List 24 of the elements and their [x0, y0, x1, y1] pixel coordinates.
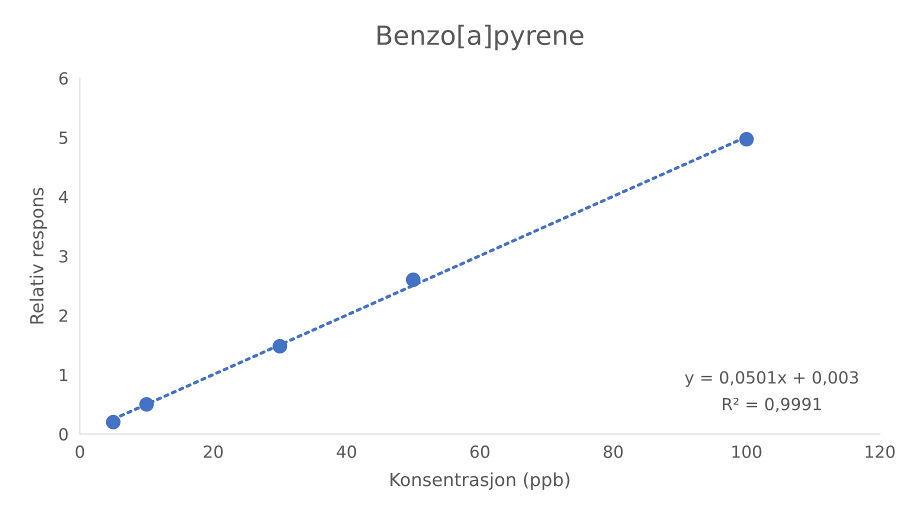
y-tick-label: 2: [59, 309, 68, 322]
y-tick-label: 3: [59, 250, 68, 263]
point: [739, 132, 754, 147]
y-tick-label: 0: [59, 428, 68, 441]
x-tick-label: 0: [76, 445, 84, 458]
y-axis-title: Relativ respons: [30, 188, 48, 324]
y-tick-label: 5: [59, 132, 68, 144]
point: [406, 272, 420, 288]
x-tick-label: 80: [604, 445, 623, 458]
point: [106, 414, 121, 430]
y-tick-label: 1: [60, 368, 68, 382]
x-axis-title: Konsentrasjon (ppb): [390, 472, 570, 490]
x-tick-label: 100: [732, 445, 762, 458]
x-tick-label: 40: [336, 445, 356, 458]
y-tick-label: 6: [59, 72, 68, 85]
y-tick-label: 4: [59, 190, 68, 204]
x-tick-label: 120: [866, 445, 895, 458]
chart-title: Benzo[a]pyrene: [378, 24, 584, 50]
x-tick-label: 20: [204, 445, 223, 458]
point: [139, 397, 154, 412]
annotation: y = 0,0501x + 0,003: [684, 371, 858, 387]
x-tick-label: 60: [470, 445, 490, 458]
annotation: R² = 0,9991: [722, 398, 821, 412]
point: [272, 338, 288, 354]
